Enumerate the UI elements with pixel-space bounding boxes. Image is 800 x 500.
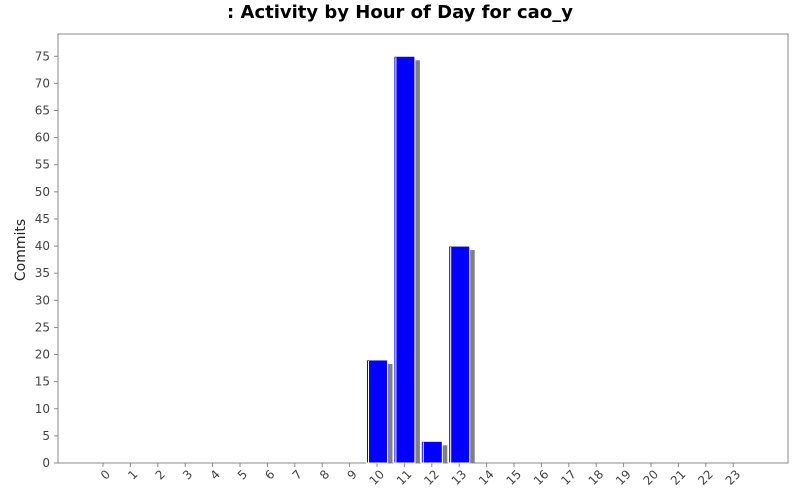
x-tick-label: 7 <box>290 467 305 482</box>
bars <box>366 55 475 464</box>
y-tick-label: 15 <box>35 375 50 389</box>
y-tick-label: 65 <box>35 104 50 118</box>
chart-title: : Activity by Hour of Day for cao_y <box>227 2 573 23</box>
x-tick-label: 0 <box>98 467 113 482</box>
x-tick-label: 1 <box>125 467 140 482</box>
y-tick-label: 10 <box>35 402 50 416</box>
y-tick-label: 25 <box>35 320 50 334</box>
x-tick-label: 20 <box>640 467 661 488</box>
x-tick-label: 5 <box>235 467 250 482</box>
x-tick-label: 12 <box>421 467 442 488</box>
x-tick-label: 6 <box>262 467 277 482</box>
x-tick-label: 15 <box>503 467 524 488</box>
y-tick-label: 55 <box>35 158 50 172</box>
y-tick-label: 75 <box>35 49 50 63</box>
bar-hour-13 <box>448 245 471 464</box>
x-tick-label: 22 <box>695 467 716 488</box>
y-tick-label: 70 <box>35 76 50 90</box>
y-tick-label: 5 <box>42 429 50 443</box>
x-tick-label: 18 <box>586 467 607 488</box>
x-tick-label: 17 <box>558 467 579 488</box>
y-tick-label: 45 <box>35 212 50 226</box>
x-tick-label: 23 <box>723 467 744 488</box>
bar-hour-10 <box>366 359 388 464</box>
y-tick-label: 40 <box>35 239 50 253</box>
y-axis-title: Commits <box>13 219 29 281</box>
x-tick-label: 11 <box>394 467 415 488</box>
x-tick-label: 19 <box>613 467 634 488</box>
x-tick-label: 4 <box>207 467 222 482</box>
y-tick-label: 60 <box>35 131 50 145</box>
y-tick-label: 20 <box>35 348 50 362</box>
y-tick-label: 50 <box>35 185 50 199</box>
x-tick-label: 14 <box>476 467 497 488</box>
y-tick-label: 0 <box>42 456 50 470</box>
x-tick-label: 21 <box>668 467 689 488</box>
x-tick-label: 16 <box>531 467 552 488</box>
bar-hour-12 <box>420 440 443 464</box>
x-tick-label: 3 <box>180 467 195 482</box>
y-axis: 0 5 10 15 20 25 30 35 40 45 50 55 60 65 70 75 <box>35 49 58 470</box>
x-tick-label: 9 <box>344 467 359 482</box>
plot-area <box>57 33 789 464</box>
x-tick-label: 10 <box>366 467 387 488</box>
x-tick-label: 2 <box>153 467 168 482</box>
y-tick-label: 30 <box>35 293 50 307</box>
y-tick-label: 35 <box>35 266 50 280</box>
x-tick-label: 8 <box>317 467 332 482</box>
bar-hour-11 <box>393 55 416 464</box>
x-tick-label: 13 <box>449 467 470 488</box>
x-axis: 0 1 2 3 4 5 6 7 8 9 10 11 12 13 14 15 16 17 18 19 20 21 22 23 <box>58 462 788 488</box>
